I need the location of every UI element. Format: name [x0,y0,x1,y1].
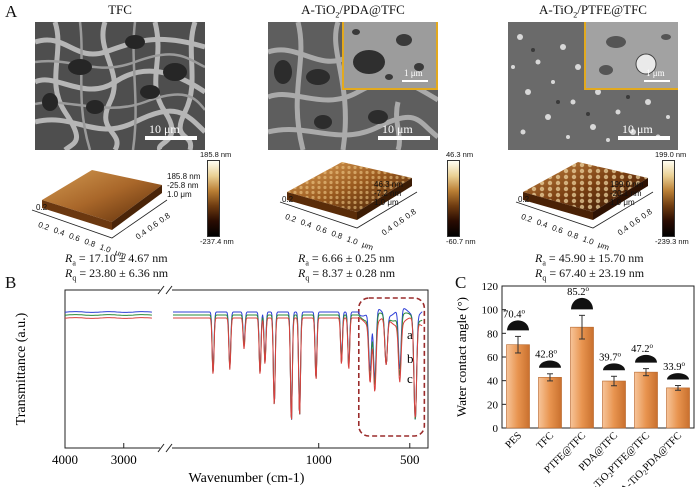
afm-z-tick-bot-tfc: 1.0 μm [167,190,192,199]
ftir-series-c [173,317,423,420]
wca-bar [666,387,690,429]
wca-ytick-label: 40 [487,376,499,388]
afm-corner-tick-ptfe: 0.2 [518,195,530,204]
roughness-rq-pda: Rq = 8.37 ± 0.28 nm [298,266,396,283]
afm-z-tick-mid-pda: -7.2 nm [374,189,402,198]
ftir-break-mark-top-1 [165,285,173,295]
sem-scale-pda: 10 μm [382,122,413,136]
afm-z-tick-bot-ptfe: 1.0 μm [610,198,635,207]
wca-ytick-label: 120 [482,281,499,293]
afm-plot-ptfe: 199.0 nm -20.1 nm 1.0 μm 0.2 0.2 0.4 0.6… [498,150,700,252]
ftir-xtick-label: 1000 [306,452,332,467]
sem-title-ptfe: A-TiO2/PTFE@TFC [539,2,647,20]
ftir-series-label-a: a [407,327,413,342]
ftir-xtick-label: 500 [400,452,420,467]
roughness-ra-pda: Ra = 6.66 ± 0.25 nm [298,251,395,268]
wca-value-label: 33.9o [663,360,685,373]
wca-ytick-label: 80 [487,328,499,340]
sem-inset-pda: 1 μm [342,22,438,90]
sem-image-tfc: 10 μm [35,22,205,150]
afm-z-tick-bot-pda: 1.0 μm [374,198,399,207]
afm-cbar-top-ptfe: 199.0 nm [655,150,687,159]
ftir-series-label-b: b [407,351,414,366]
ftir-series-label-c: c [407,371,413,386]
sem-scale-ptfe: 10 μm [622,122,653,136]
afm-cbar-top-pda: 46.3 nm [446,150,474,159]
wca-value-label: 85.2o [567,285,589,298]
sem-image-ptfe: 1 μm 10 μm [508,22,678,150]
wca-droplet-icon [507,320,529,331]
sem-inset-scale-ptfe: 1 μm [646,68,665,78]
panel-b-label: B [5,273,17,292]
wca-ytick-label: 20 [487,399,499,411]
roughness-ra-tfc: Ra = 17.10 ± 4.67 nm [65,251,168,268]
wca-value-label: 47.2o [631,342,653,355]
sem-title-pda: A-TiO2/PDA@TFC [301,2,405,20]
roughness-ra-ptfe: Ra = 45.90 ± 15.70 nm [535,251,644,268]
wca-value-label: 70.4o [503,307,525,320]
wca-value-label: 39.7o [599,350,621,363]
wca-ytick-label: 100 [482,305,499,317]
wca-bar [538,377,562,429]
wca-droplet-icon [635,354,657,363]
wca-droplet-icon [603,363,625,371]
afm-z-tick-mid-ptfe: -20.1 nm [610,189,642,198]
ftir-break-mask-top [160,287,172,293]
ftir-frame [64,289,429,449]
ftir-series-b-left [64,314,152,316]
contact-angle-chart: 0 20 40 60 80 100 120 Water contact angle (°) 70… [454,281,695,487]
wca-bar [506,344,530,429]
afm-z-tick-top-tfc: 185.8 nm [167,172,201,181]
afm-cbar-top-tfc: 185.8 nm [200,150,232,159]
afm-plot-pda: 46.3 nm -7.2 nm 1.0 μm 0.2 0.2 0.4 0.6 0… [262,150,482,252]
afm-cbar-bottom-tfc: -237.4 nm [200,237,234,246]
sem-inset-scale-pda: 1 μm [404,68,423,78]
sem-inset-ptfe: 1 μm [584,22,678,90]
wca-bar [602,380,626,429]
afm-colorbar-ptfe [662,160,675,237]
panel-a-label: A [5,2,18,21]
wca-droplet-icon [667,373,689,380]
afm-plot-tfc: 185.8 nm -25.8 nm 1.0 μm 0.2 0.2 0.4 0.6… [22,150,242,260]
ftir-series-a-left [64,311,152,313]
roughness-rq-tfc: Rq = 23.80 ± 6.36 nm [65,266,169,283]
sem-scale-tfc: 10 μm [149,122,180,136]
afm-z-tick-top-pda: 46.3 nm [374,180,403,189]
sem-title-tfc: TFC [108,2,132,17]
ftir-break-mark-bottom-0 [157,443,165,453]
sem-image-pda: 1 μm 10 μm [268,22,438,150]
wca-category-label: TFC [535,430,556,451]
wca-bar [634,371,658,429]
wca-ytick-label: 60 [487,352,499,364]
afm-colorbar-pda [447,160,460,237]
ftir-xtick-label: 3000 [111,452,137,467]
wca-droplet-icon [571,297,593,310]
ftir-xlabel: Wavenumber (cm-1) [189,471,305,485]
wca-frame [501,285,695,429]
afm-corner-tick-tfc: 0.2 [36,203,48,212]
ftir-series-c-left [64,317,152,319]
ftir-ylabel: Transmittance (a.u.) [14,312,29,425]
ftir-break-mask-bottom [160,445,172,451]
roughness-rq-ptfe: Rq = 67.40 ± 23.19 nm [535,266,645,283]
afm-z-tick-top-ptfe: 199.0 nm [610,180,644,189]
afm-cbar-bottom-ptfe: -239.3 nm [655,237,689,246]
ftir-xtick-label: 4000 [52,452,78,467]
wca-value-label: 42.8o [535,348,557,361]
afm-colorbar-tfc [207,160,220,237]
wca-bar [570,326,594,429]
wca-category-label: PES [504,430,525,451]
afm-z-tick-mid-tfc: -25.8 nm [167,181,199,190]
panel-c-label: C [455,273,467,292]
afm-corner-tick-pda: 0.2 [282,195,294,204]
wca-droplet-icon [539,360,561,368]
wca-ylabel: Water contact angle (°) [454,297,469,417]
wca-ytick-label: 0 [493,423,499,435]
ftir-break-mark-bottom-1 [165,443,173,453]
ftir-highlight-box [357,297,426,437]
ftir-chart: 4000 3000 1000 500 Wavenumber (cm-1) Transmit… [14,285,429,485]
afm-cbar-bottom-pda: -60.7 nm [446,237,476,246]
ftir-break-mark-top-0 [157,285,165,295]
